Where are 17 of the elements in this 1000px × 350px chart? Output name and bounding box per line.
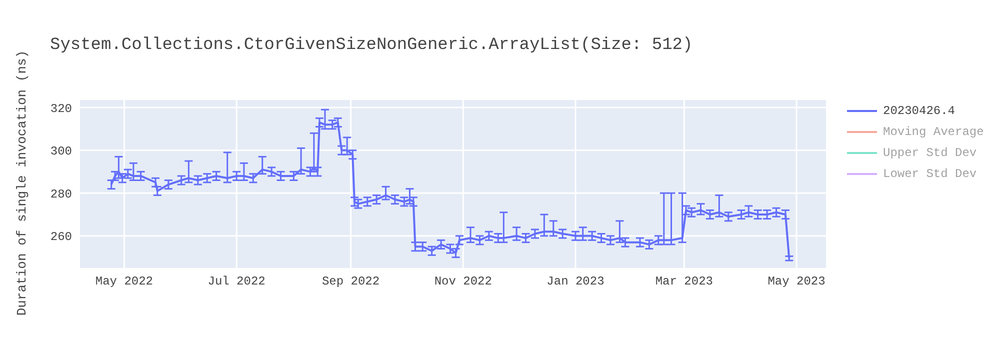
legend-label: 20230426.4 xyxy=(883,104,956,118)
y-tick-label: 260 xyxy=(50,230,72,244)
y-tick-label: 320 xyxy=(50,102,72,116)
y-tick-label: 280 xyxy=(50,187,72,202)
chart-title: System.Collections.CtorGivenSizeNonGeneric.ArrayList(Size: 512) xyxy=(50,36,693,55)
y-axis-title: Duration of single invocation (ns) xyxy=(14,50,30,316)
legend-label: Lower Std Dev xyxy=(883,166,977,180)
x-tick-label: Jan 2023 xyxy=(546,274,604,289)
x-tick-label: Nov 2022 xyxy=(434,274,492,289)
x-tick-label: Jul 2022 xyxy=(208,274,266,289)
legend-label: Upper Std Dev xyxy=(883,146,977,160)
x-tick-label: Sep 2022 xyxy=(322,274,380,289)
x-tick-label: May 2023 xyxy=(768,274,826,289)
x-tick-label: May 2022 xyxy=(95,274,154,289)
x-tick-label: Mar 2023 xyxy=(655,274,713,289)
y-tick-label: 300 xyxy=(50,144,72,159)
legend-label: Moving Average xyxy=(883,124,984,138)
